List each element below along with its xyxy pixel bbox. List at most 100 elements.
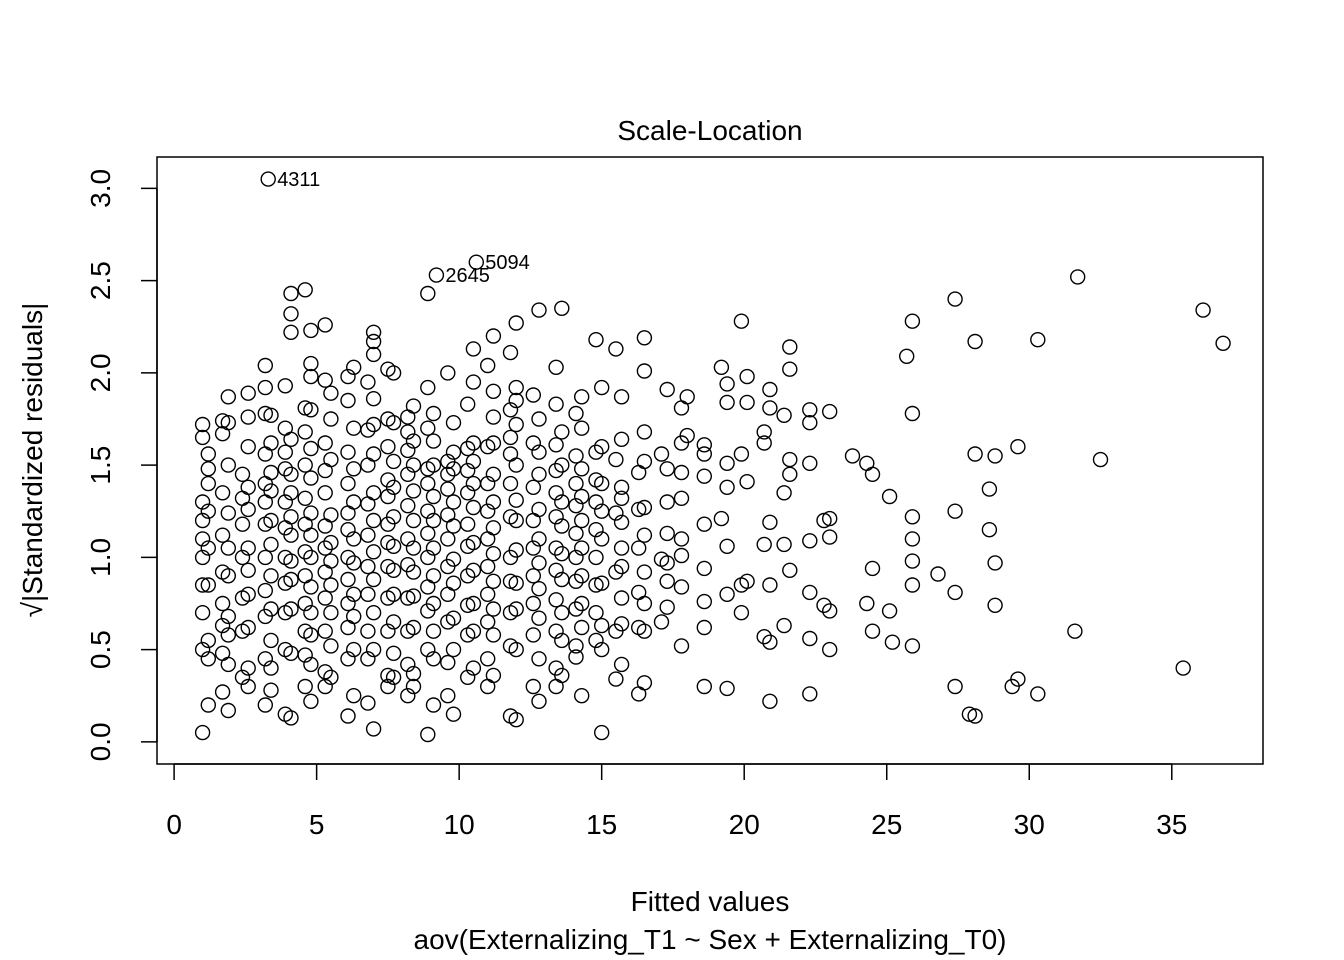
data-point	[445, 551, 462, 567]
data-point	[904, 553, 921, 569]
data-point	[947, 291, 963, 307]
data-point	[594, 617, 610, 634]
data-point	[240, 409, 256, 425]
point-label: 5094	[485, 252, 530, 274]
data-point	[445, 444, 462, 460]
data-point	[303, 470, 319, 486]
data-point	[762, 381, 778, 398]
data-point	[636, 424, 653, 440]
data-point	[531, 411, 547, 427]
data-point	[480, 558, 496, 575]
data-point	[531, 531, 547, 547]
data-point	[762, 577, 778, 593]
data-point	[465, 595, 482, 612]
data-point	[194, 531, 211, 547]
data-point	[323, 638, 339, 654]
data-point	[405, 588, 422, 604]
data-point	[588, 605, 604, 621]
data-point	[420, 641, 436, 658]
data-point	[588, 522, 604, 538]
data-point	[257, 405, 273, 422]
data-point	[220, 702, 237, 719]
data-point	[346, 420, 362, 436]
data-point	[365, 605, 382, 621]
data-point	[200, 540, 217, 556]
data-point	[234, 549, 251, 566]
data-point	[1030, 332, 1046, 348]
data-point	[214, 595, 231, 612]
data-point	[303, 693, 319, 709]
data-point	[776, 485, 792, 501]
data-point	[613, 590, 630, 606]
data-point	[508, 641, 524, 658]
data-point	[525, 479, 541, 495]
data-point	[263, 407, 279, 423]
data-point	[508, 601, 524, 617]
x-tick-label: 15	[586, 809, 617, 840]
data-point	[277, 420, 293, 436]
data-point	[283, 324, 299, 340]
data-point	[719, 394, 735, 411]
data-point	[283, 285, 299, 302]
y-axis-label: √|Standardized residuals|	[17, 303, 48, 618]
data-point	[653, 614, 670, 630]
data-point	[548, 437, 564, 453]
data-point	[340, 595, 356, 612]
data-point	[234, 516, 251, 532]
data-point	[508, 457, 524, 473]
data-point	[468, 254, 484, 270]
data-point	[340, 549, 356, 566]
data-point	[713, 510, 730, 527]
data-point	[440, 365, 456, 381]
data-point	[263, 512, 279, 529]
data-point	[425, 568, 442, 584]
data-point	[257, 494, 273, 510]
data-point	[214, 485, 231, 501]
data-point	[283, 509, 299, 525]
data-point	[739, 368, 755, 385]
data-point	[525, 568, 541, 584]
data-point	[961, 706, 978, 722]
data-point	[554, 494, 570, 510]
data-point	[385, 509, 402, 525]
data-point	[194, 494, 211, 510]
data-point	[385, 645, 402, 661]
data-point	[864, 623, 881, 639]
data-point	[733, 446, 750, 462]
data-point	[385, 538, 402, 554]
data-point	[1175, 660, 1191, 676]
data-point	[346, 531, 362, 547]
data-point	[719, 376, 735, 392]
data-point	[234, 669, 251, 685]
data-point	[220, 608, 237, 625]
data-point	[739, 573, 755, 589]
data-point	[554, 300, 570, 316]
data-point	[260, 171, 276, 187]
data-point	[365, 416, 382, 433]
data-point	[303, 402, 319, 418]
data-point	[346, 359, 362, 375]
data-point	[297, 490, 313, 506]
data-point	[636, 675, 653, 691]
data-point	[214, 684, 231, 700]
data-point	[425, 697, 442, 713]
data-point	[465, 435, 482, 451]
data-point	[263, 483, 279, 499]
data-point	[588, 332, 604, 348]
data-point	[756, 536, 772, 553]
data-point	[425, 540, 442, 556]
data-point	[899, 348, 915, 364]
data-point	[673, 531, 690, 547]
data-point	[947, 503, 963, 519]
data-point	[859, 455, 875, 471]
data-point	[365, 391, 382, 407]
data-point	[613, 540, 630, 556]
data-point	[194, 577, 211, 593]
data-point	[1030, 686, 1046, 702]
data-point	[340, 444, 356, 460]
data-point	[568, 448, 584, 464]
data-point	[445, 641, 462, 658]
data-point	[485, 573, 502, 589]
data-point	[317, 435, 333, 451]
data-point	[283, 601, 299, 617]
